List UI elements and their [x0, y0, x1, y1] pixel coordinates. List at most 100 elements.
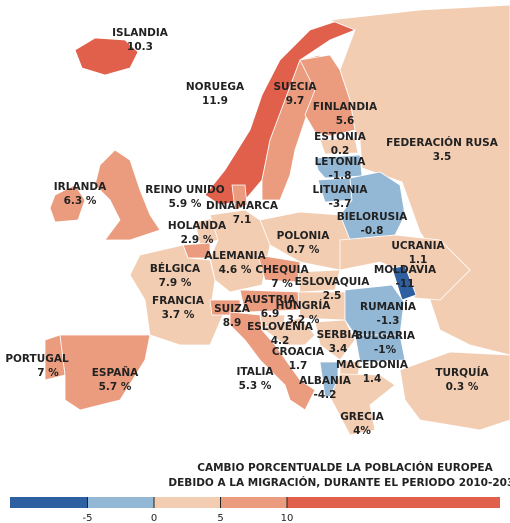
- country-value: -4.2: [314, 389, 337, 401]
- country-shape: [299, 54, 356, 137]
- country-value: -3.7: [329, 198, 352, 210]
- country-value: -1.8: [329, 170, 352, 182]
- legend-tick-label: 0: [151, 513, 157, 523]
- country-name: ESLOVAQUIA: [295, 276, 371, 288]
- country-name: ESPAÑA: [92, 366, 139, 379]
- country-value: -1.3: [377, 315, 400, 327]
- country-value: 7 %: [271, 278, 293, 290]
- country-value: 3.5: [433, 151, 452, 163]
- country-shape: [257, 254, 301, 283]
- country-name: FINLANDIA: [313, 101, 378, 113]
- country-shape: [239, 289, 301, 313]
- country-value: 2.5: [323, 290, 342, 302]
- country-value: 2.9 %: [181, 234, 214, 246]
- country-shape: [329, 373, 396, 436]
- country-value: -1%: [374, 344, 397, 356]
- country-value: 9.7: [286, 95, 305, 107]
- country-value: 1.7: [289, 360, 308, 372]
- title-line: CAMBIO PORCENTUALDE LA POBLACIÓN EUROPEA: [197, 461, 493, 474]
- country-value: 3.4: [329, 343, 348, 355]
- country-name: BIELORUSIA: [337, 211, 408, 223]
- country-name: ALEMANIA: [204, 250, 266, 262]
- country-value: 7 %: [37, 367, 59, 379]
- country-name: BULGARIA: [355, 330, 416, 342]
- legend-swatch: [287, 497, 500, 508]
- country-name: NORUEGA: [186, 81, 245, 93]
- country-name: CROACIA: [272, 346, 325, 358]
- country-name: LITUANIA: [313, 184, 369, 196]
- country-value: 4.6 %: [219, 264, 252, 276]
- country-name: RUMANÍA: [360, 300, 417, 313]
- country-name: ISLANDIA: [112, 27, 169, 39]
- title-line: DEBIDO A LA MIGRACIÓN, DURANTE EL PERIOD…: [168, 476, 510, 489]
- country-name: POLONIA: [277, 230, 331, 242]
- country-shape: [49, 184, 86, 223]
- legend-swatch: [87, 497, 154, 508]
- country-name: LETONIA: [315, 156, 367, 168]
- country-shape: [231, 184, 248, 211]
- country-shape: [314, 154, 363, 179]
- legend-tick-label: 10: [281, 513, 294, 523]
- country-value: 10.3: [127, 41, 153, 53]
- country-value: 0.2: [331, 145, 350, 157]
- country-shape: [229, 311, 316, 411]
- country-shape: [261, 317, 316, 346]
- country-value: 11.9: [202, 95, 228, 107]
- country-shape: [399, 351, 510, 431]
- country-name: IRLANDA: [54, 181, 107, 193]
- country-shape: [319, 137, 359, 155]
- country-name: SUECIA: [274, 81, 318, 93]
- country-name: AUSTRIA: [244, 294, 296, 306]
- country-shape: [59, 334, 151, 411]
- country-value: 5.6: [336, 115, 355, 127]
- country-name: ALBANIA: [299, 375, 352, 387]
- country-value: 3.2 %: [287, 314, 320, 326]
- country-name: TURQUÍA: [435, 366, 489, 379]
- country-shape: [297, 269, 341, 293]
- country-value: 5.7 %: [99, 381, 132, 393]
- country-value: 1.4: [363, 373, 382, 385]
- legend-swatch: [154, 497, 221, 508]
- country-value: 7.1: [233, 214, 252, 226]
- country-value: 3.7 %: [162, 309, 195, 321]
- country-value: 4.2: [271, 335, 290, 347]
- country-shape: [209, 209, 271, 293]
- country-name: UCRANIA: [391, 240, 445, 252]
- country-name: ESLOVENIA: [247, 321, 314, 333]
- country-name: GRECIA: [340, 411, 384, 423]
- country-name: HUNGRÍA: [276, 299, 332, 312]
- legend-tick-label: -5: [83, 513, 93, 523]
- country-shape: [94, 149, 161, 241]
- country-shape: [391, 265, 417, 301]
- country-name: ESTONIA: [314, 131, 367, 143]
- country-name: SERBIA: [317, 329, 361, 341]
- country-shape: [354, 334, 406, 363]
- country-value: 0.7 %: [287, 244, 320, 256]
- country-name: BÉLGICA: [150, 262, 201, 275]
- country-name: FRANCIA: [152, 295, 205, 307]
- legend-swatch: [220, 497, 287, 508]
- legend-swatch: [10, 497, 88, 508]
- country-value: 6.3 %: [64, 195, 97, 207]
- country-value: 1.1: [409, 254, 428, 266]
- country-shape: [314, 319, 356, 361]
- country-value: 5.3 %: [239, 380, 272, 392]
- country-name: REINO UNIDO: [145, 184, 224, 196]
- country-name: PORTUGAL: [5, 353, 69, 365]
- country-value: 5.9 %: [169, 198, 202, 210]
- country-name: MOLDAVIA: [374, 264, 437, 276]
- country-shape: [74, 37, 139, 76]
- country-name: MACEDONIA: [336, 359, 409, 371]
- country-name: FEDERACIÓN RUSA: [386, 136, 499, 149]
- country-name: SUIZA: [214, 303, 251, 315]
- country-name: ITALIA: [236, 366, 274, 378]
- country-name: HOLANDA: [168, 220, 227, 232]
- country-value: 7.9 %: [159, 277, 192, 289]
- country-value: 4%: [353, 425, 371, 437]
- country-value: 0.3 %: [446, 381, 479, 393]
- country-value: -0.8: [361, 225, 384, 237]
- country-value: 8.9: [223, 317, 242, 329]
- country-value: -11: [396, 278, 415, 290]
- country-name: CHEQUIA: [255, 264, 309, 276]
